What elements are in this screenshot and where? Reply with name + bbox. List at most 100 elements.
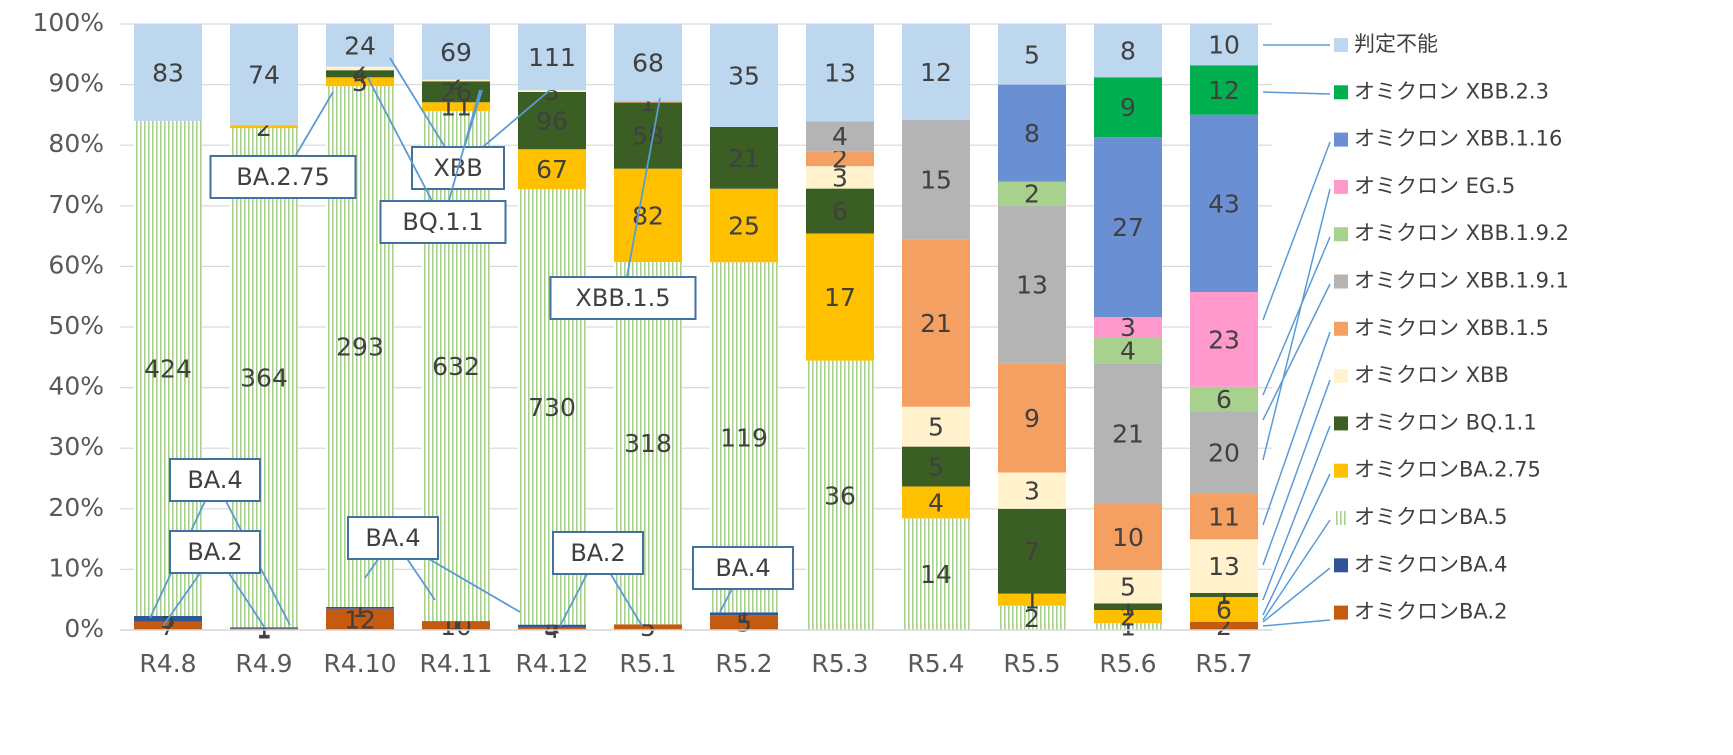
data-label: 5 [928,453,944,482]
legend-leader [1262,283,1331,421]
bar-segment [1190,114,1258,292]
bar-segment [998,605,1066,630]
bar-segment [902,446,970,487]
legend-swatch [1334,38,1348,52]
y-tick-label: 20% [48,493,104,522]
legend-swatch [1334,416,1348,431]
bar-segment [902,486,970,519]
bar-segment [422,81,490,103]
bar-segment [1094,317,1162,337]
legend-leader [1262,519,1331,621]
callout-label: XBB.1.5 [575,284,670,312]
callout-label: BA.4 [365,524,420,552]
legend-swatch [1334,463,1348,478]
callout-box [169,530,261,574]
bar-segment [614,102,682,169]
data-label: 318 [624,429,672,458]
bar-segment [326,606,394,609]
bar-segment [326,77,394,87]
bar-segment [902,24,970,120]
x-tick-label: R4.11 [419,649,492,678]
legend-swatch [1334,227,1348,242]
bar-segment [998,472,1066,509]
y-tick-label: 80% [48,129,104,158]
data-label: 7 [1024,537,1040,566]
x-tick-label: R5.5 [1003,649,1060,678]
data-label: 6 [1216,385,1232,414]
x-tick-label: R4.8 [139,649,196,678]
x-tick-label: R4.9 [235,649,292,678]
bar-segment [518,627,586,630]
legend-label: 判定不能 [1354,32,1438,56]
legend-label: オミクロン XBB.1.5 [1354,316,1549,340]
data-label: 83 [152,58,184,87]
data-label: 69 [440,38,472,67]
legend-label: オミクロン XBB.2.3 [1354,79,1549,103]
data-label: 8 [1024,119,1040,148]
y-tick-label: 0% [64,614,104,643]
data-label: 9 [1120,93,1136,122]
bar-segment [806,360,874,630]
data-label: 13 [824,59,856,88]
callout-label: BA.2 [187,538,242,566]
legend-label: オミクロン BQ.1.1 [1354,410,1537,434]
bar-segment [1094,137,1162,318]
bar-segment [998,593,1066,606]
data-label: 68 [632,49,664,78]
legend-swatch [1334,274,1348,289]
bar-segment [1190,539,1258,593]
data-label: 730 [528,393,576,422]
data-label: 23 [1208,325,1240,354]
legend-swatch [1334,321,1348,336]
bar-segment [614,624,682,630]
callout-label: BA.4 [187,466,242,494]
y-tick-label: 70% [48,190,104,219]
bar-segment [1190,621,1258,630]
bar-segment [326,70,394,78]
bar-segment [1190,592,1258,598]
bar-segment [710,615,778,630]
y-tick-label: 100% [33,8,104,37]
y-tick-label: 10% [48,553,104,582]
data-label: 74 [248,61,280,90]
legend-leader [1262,425,1331,601]
bar-segment [806,24,874,122]
legend-leader [1262,473,1331,616]
data-label: 35 [728,61,760,90]
legend-swatch [1334,85,1348,100]
legend-label: オミクロン XBB [1354,363,1509,387]
legend-leader [1262,619,1331,627]
data-label: 3 [1120,313,1136,342]
y-tick-label: 90% [48,69,104,98]
legend-swatch [1334,369,1348,384]
data-label: 21 [920,309,952,338]
bar-segment [230,24,298,126]
legend-label: オミクロンBA.2 [1354,600,1507,624]
data-label: 24 [344,31,376,60]
callout-box [347,516,439,560]
bar-segment [1094,336,1162,364]
bar-segment [134,24,202,121]
bar-segment [1190,411,1258,494]
data-label: 12 [920,58,952,87]
legend-swatch [1334,179,1348,194]
data-label: 13 [1208,552,1240,581]
bar-segment [422,24,490,80]
bar-segment [998,205,1066,364]
data-label: 5 [928,413,944,442]
bar-segment [998,84,1066,182]
data-label: 632 [432,352,480,381]
callout-label: BA.4 [715,554,770,582]
callout-leader [367,77,444,223]
bar-segment [518,149,586,190]
bar-segment [710,188,778,263]
bar-segment [1094,503,1162,571]
legend-leader [1262,331,1331,526]
y-tick-label: 40% [48,372,104,401]
data-label: 6 [832,197,848,226]
data-label: 119 [720,423,768,452]
data-label: 20 [1208,439,1240,468]
callout-box [692,546,794,590]
